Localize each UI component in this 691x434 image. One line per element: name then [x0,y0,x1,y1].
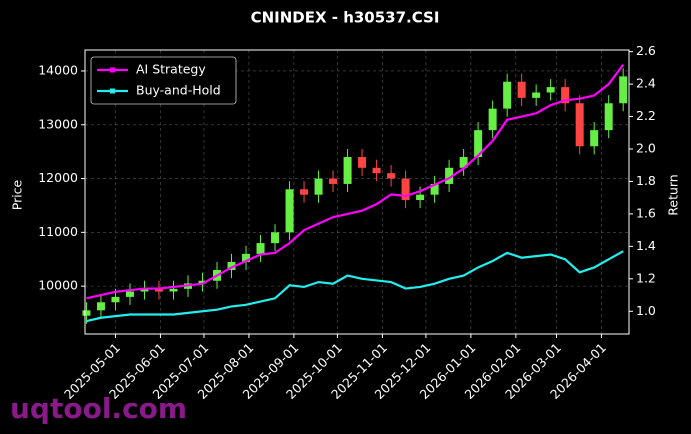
legend-marker [110,88,115,94]
candle-body [343,157,352,184]
candle-body [517,81,526,98]
y2-tick-label: 2.0 [636,140,656,155]
candle-body [82,310,91,316]
candle-body [111,296,120,303]
y2-axis-label: Return [666,174,681,215]
legend-box [90,56,237,105]
chart-title: CNINDEX - h30537.CSI [251,9,440,27]
candle-body [546,87,555,93]
candle-body [169,288,178,292]
candle-body [503,81,512,109]
candle-body [575,103,584,147]
candle-body [372,167,381,174]
candle-body [459,157,468,168]
candle-body [256,243,265,254]
candle-body [387,173,396,179]
candle-body [154,288,163,292]
candle-body [590,130,599,147]
y2-tick-label: 1.2 [636,270,656,285]
plot-frame [84,49,630,335]
y-tick-label: 11000 [38,224,78,239]
candle-body [604,103,613,131]
series-line [86,250,624,323]
y-tick-label: 13000 [38,116,78,131]
y2-tick-label: 1.6 [636,205,656,220]
candle-body [532,92,541,98]
y2-tick-label: 1.4 [636,238,656,253]
candle-body [314,178,323,195]
candle-body [474,130,483,158]
y2-tick-label: 2.2 [636,108,656,123]
legend-label: Buy-and-Hold [136,83,221,98]
candle-body [271,232,280,244]
legend-marker [110,67,115,73]
candle-body [242,253,251,262]
y2-tick-label: 2.4 [636,76,656,91]
watermark: uqtool.com [10,392,187,425]
candle-body [488,108,497,131]
candle-body [125,291,134,297]
candle-body [227,261,236,270]
candle-body [430,183,439,195]
series-line [86,63,625,300]
y2-tick-label: 2.6 [636,43,656,58]
legend-label: AI Strategy [136,62,206,77]
candle-body [401,178,410,201]
y-tick-label: 10000 [38,278,78,293]
candle-body [358,157,367,168]
candle-body [140,288,149,292]
candle-body [416,194,425,201]
y-tick-label: 12000 [38,170,78,185]
candle-body [561,87,570,104]
y2-tick-label: 1.8 [636,173,656,188]
candle-body [300,189,309,195]
candle-body [619,76,628,104]
candle-body [198,280,207,284]
candle-body [445,167,454,184]
candle-body [96,302,105,311]
candle-body [329,178,338,184]
y-tick-label: 14000 [38,62,78,77]
y2-tick-label: 1.0 [636,303,656,318]
candle-body [285,189,294,233]
y-axis-label: Price [10,179,25,210]
